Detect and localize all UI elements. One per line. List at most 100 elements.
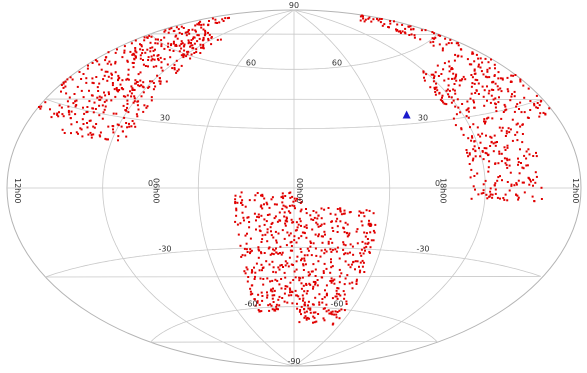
data-point bbox=[473, 82, 476, 85]
data-point bbox=[100, 68, 103, 71]
data-point bbox=[290, 240, 293, 243]
data-point bbox=[523, 154, 526, 157]
meridian-line bbox=[293, 9, 391, 367]
data-point bbox=[147, 65, 149, 68]
data-point bbox=[393, 20, 395, 23]
data-point bbox=[123, 116, 126, 119]
data-point bbox=[261, 238, 264, 241]
data-point bbox=[254, 194, 257, 197]
data-point bbox=[267, 304, 270, 307]
data-point bbox=[240, 201, 243, 204]
data-point bbox=[480, 192, 483, 195]
data-point bbox=[368, 16, 371, 19]
data-point bbox=[96, 86, 99, 89]
data-point bbox=[86, 106, 89, 108]
data-point bbox=[482, 192, 485, 194]
data-point bbox=[329, 280, 332, 282]
data-point bbox=[448, 65, 451, 68]
data-point bbox=[62, 82, 65, 85]
data-point bbox=[352, 253, 355, 256]
data-point bbox=[322, 307, 325, 310]
dec-label: 60 bbox=[332, 58, 342, 67]
data-point bbox=[336, 246, 339, 249]
data-point bbox=[317, 233, 320, 236]
data-point bbox=[527, 148, 530, 151]
data-point bbox=[484, 57, 487, 60]
data-point bbox=[313, 316, 316, 319]
data-point bbox=[107, 125, 110, 128]
data-point bbox=[98, 98, 101, 101]
data-point bbox=[457, 54, 460, 57]
data-point bbox=[172, 50, 175, 52]
data-point bbox=[139, 57, 142, 60]
data-point bbox=[510, 184, 513, 187]
data-point bbox=[133, 57, 136, 60]
data-point bbox=[289, 291, 291, 294]
data-point bbox=[151, 46, 154, 49]
data-point bbox=[367, 17, 370, 20]
data-point bbox=[123, 49, 126, 52]
data-point bbox=[183, 49, 186, 52]
data-point bbox=[202, 28, 205, 31]
data-point bbox=[305, 224, 308, 227]
data-point bbox=[359, 261, 362, 264]
data-point bbox=[130, 92, 133, 95]
data-point bbox=[150, 35, 153, 38]
data-point bbox=[495, 110, 498, 113]
data-point bbox=[288, 287, 291, 290]
data-point bbox=[308, 282, 311, 285]
data-point bbox=[455, 79, 458, 82]
data-point bbox=[288, 234, 291, 237]
data-point bbox=[272, 236, 275, 239]
data-point bbox=[522, 84, 525, 87]
data-point bbox=[407, 25, 410, 28]
data-point bbox=[282, 197, 285, 200]
data-point bbox=[315, 320, 318, 323]
data-point bbox=[284, 287, 287, 290]
data-point bbox=[293, 270, 296, 273]
data-point bbox=[356, 260, 359, 263]
data-point bbox=[314, 296, 317, 299]
data-point bbox=[282, 204, 285, 207]
data-point bbox=[493, 63, 496, 66]
data-point bbox=[462, 133, 465, 136]
data-point bbox=[286, 220, 289, 223]
data-point bbox=[506, 76, 509, 79]
data-point bbox=[317, 313, 320, 315]
data-point bbox=[253, 278, 256, 280]
data-point bbox=[508, 189, 511, 192]
data-point bbox=[527, 87, 530, 90]
dec-label: 60 bbox=[246, 58, 256, 67]
data-point bbox=[338, 275, 341, 278]
data-point bbox=[157, 59, 160, 62]
data-point bbox=[111, 84, 114, 87]
data-point bbox=[434, 91, 437, 93]
data-point bbox=[249, 252, 251, 255]
data-point bbox=[142, 86, 145, 89]
data-point bbox=[159, 77, 161, 80]
data-point bbox=[331, 226, 334, 229]
data-point bbox=[434, 36, 437, 39]
data-point bbox=[111, 125, 114, 127]
data-point bbox=[152, 65, 155, 68]
data-point bbox=[470, 168, 473, 171]
data-point bbox=[321, 241, 324, 244]
data-point bbox=[83, 112, 86, 115]
data-point bbox=[344, 260, 347, 263]
data-point bbox=[535, 155, 538, 158]
data-point bbox=[260, 241, 263, 243]
data-point bbox=[283, 237, 286, 240]
data-point bbox=[519, 80, 522, 83]
data-point bbox=[148, 34, 151, 37]
data-point bbox=[180, 40, 183, 43]
data-point bbox=[85, 77, 88, 80]
data-point bbox=[515, 123, 518, 126]
data-point bbox=[494, 67, 496, 70]
data-point bbox=[140, 44, 143, 46]
data-point bbox=[127, 68, 130, 71]
data-point bbox=[363, 246, 366, 249]
data-point bbox=[290, 263, 293, 266]
data-point bbox=[111, 73, 113, 76]
data-point bbox=[451, 77, 453, 80]
data-point bbox=[517, 161, 520, 164]
